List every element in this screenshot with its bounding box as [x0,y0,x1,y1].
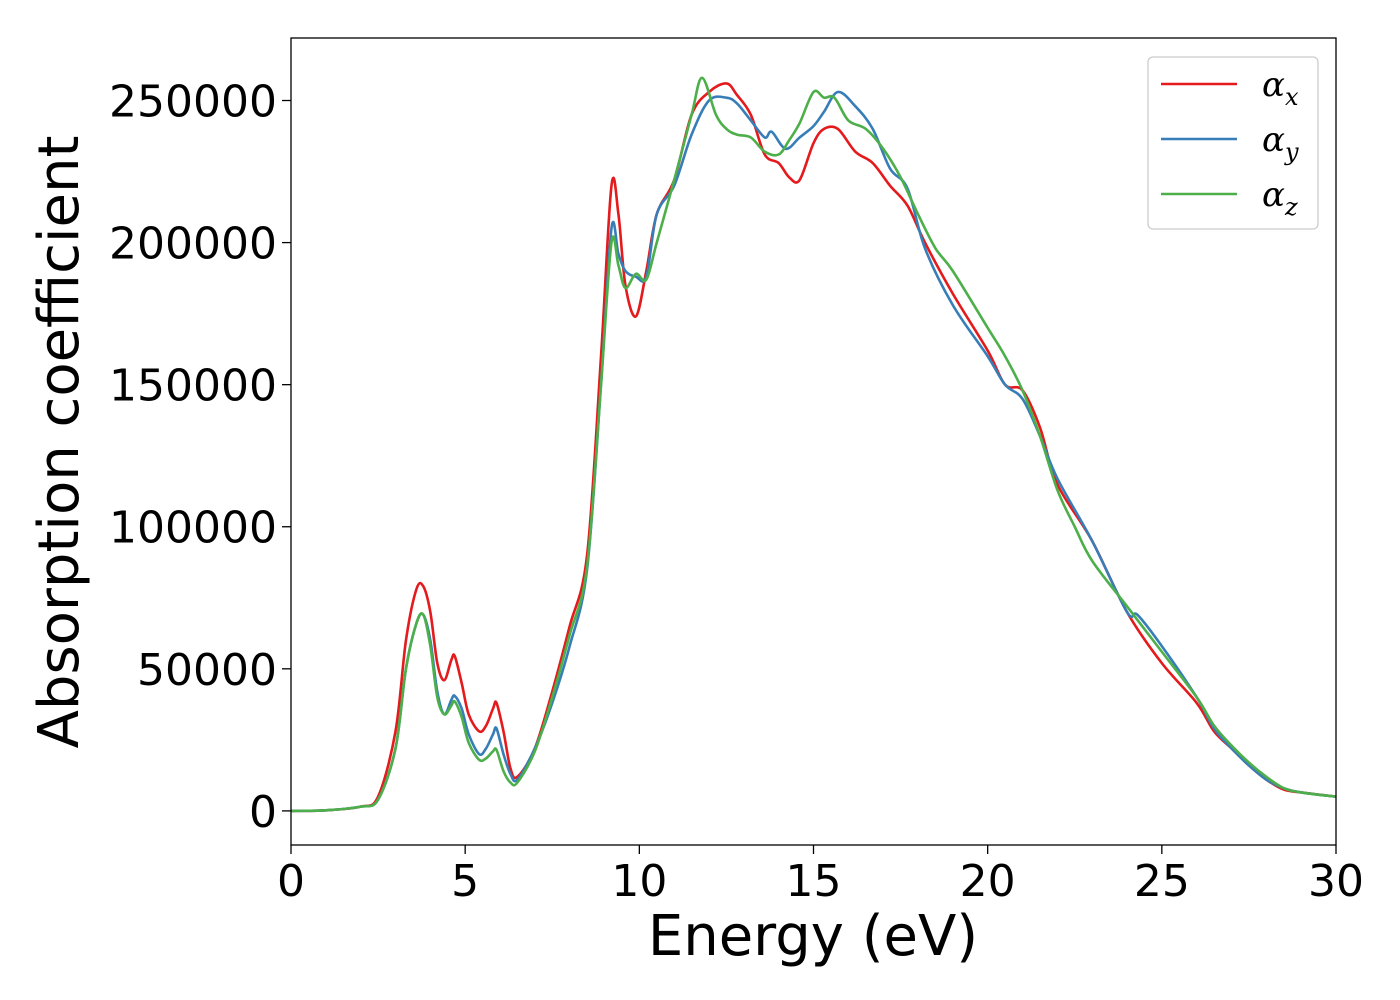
x-tick-label: 0 [277,856,305,907]
x-tick-label: 30 [1308,856,1364,907]
x-tick-label: 10 [611,856,667,907]
x-axis-label: Energy (eV) [648,904,978,969]
series-line-alpha-z [291,76,1336,813]
x-tick-label: 20 [960,856,1016,907]
legend-box [1147,56,1319,230]
y-tick-label: 50000 [137,645,277,696]
y-tick-label: 150000 [109,361,277,412]
x-tick-label: 25 [1134,856,1190,907]
y-tick-label: 200000 [109,219,277,270]
y-axis: 0 50000 100000 150000 200000 250000 [109,77,291,838]
x-tick-label: 15 [786,856,842,907]
series-layer [291,76,1336,813]
y-axis-label: Absorption coefficient [27,136,92,749]
y-tick-label: 250000 [109,77,277,128]
x-tick-label: 5 [451,856,479,907]
y-tick-label: 100000 [109,503,277,554]
x-axis: 0 5 10 15 20 25 30 [277,845,1364,907]
y-tick-label: 0 [249,787,277,838]
series-line-alpha-y [291,90,1336,813]
